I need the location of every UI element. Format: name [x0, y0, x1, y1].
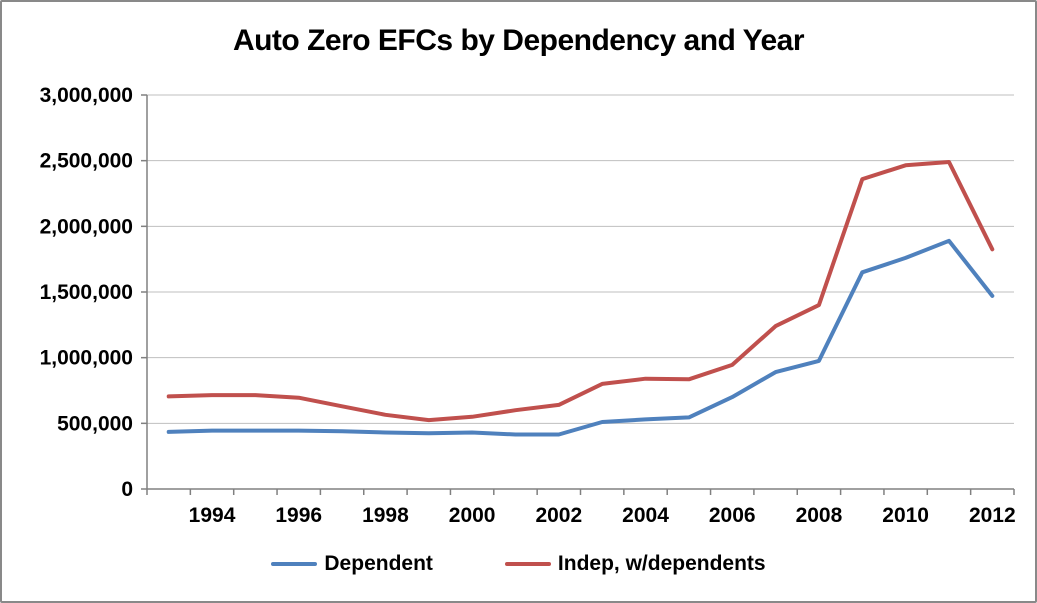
x-axis-label: 2006 — [709, 504, 756, 527]
y-axis-label: 2,500,000 — [40, 150, 133, 173]
y-axis-label: 1,500,000 — [40, 281, 133, 304]
x-axis-label: 2000 — [449, 504, 496, 527]
x-axis-label: 2002 — [535, 504, 582, 527]
legend-label-dependent: Dependent — [324, 552, 433, 575]
y-axis-label: 3,000,000 — [40, 84, 133, 107]
series-line-indep-w-dependents — [166, 160, 995, 423]
legend-item-dependent: Dependent — [271, 552, 433, 576]
x-axis-label: 1996 — [275, 504, 322, 527]
x-axis-label: 1994 — [189, 504, 236, 527]
legend-line-dependent — [271, 562, 318, 566]
y-axis-label: 1,000,000 — [40, 347, 133, 370]
series-line-dependent — [166, 238, 995, 437]
legend-label-indep-w-dependents: Indep, w/dependents — [557, 552, 766, 575]
y-axis-label: 0 — [121, 478, 133, 501]
legend: Dependent Indep, w/dependents — [2, 552, 1035, 576]
legend-line-indep-w-dependents — [504, 562, 551, 566]
x-axis-label: 2012 — [969, 504, 1016, 527]
x-axis-label: 1998 — [362, 504, 409, 527]
legend-item-indep-w-dependents: Indep, w/dependents — [504, 552, 766, 576]
y-axis-label: 2,000,000 — [40, 215, 133, 238]
y-axis-label: 500,000 — [57, 412, 133, 435]
x-axis-label: 2004 — [622, 504, 669, 527]
chart-title: Auto Zero EFCs by Dependency and Year — [232, 24, 805, 57]
x-axis-label: 2010 — [882, 504, 929, 527]
x-axis-label: 2008 — [796, 504, 843, 527]
